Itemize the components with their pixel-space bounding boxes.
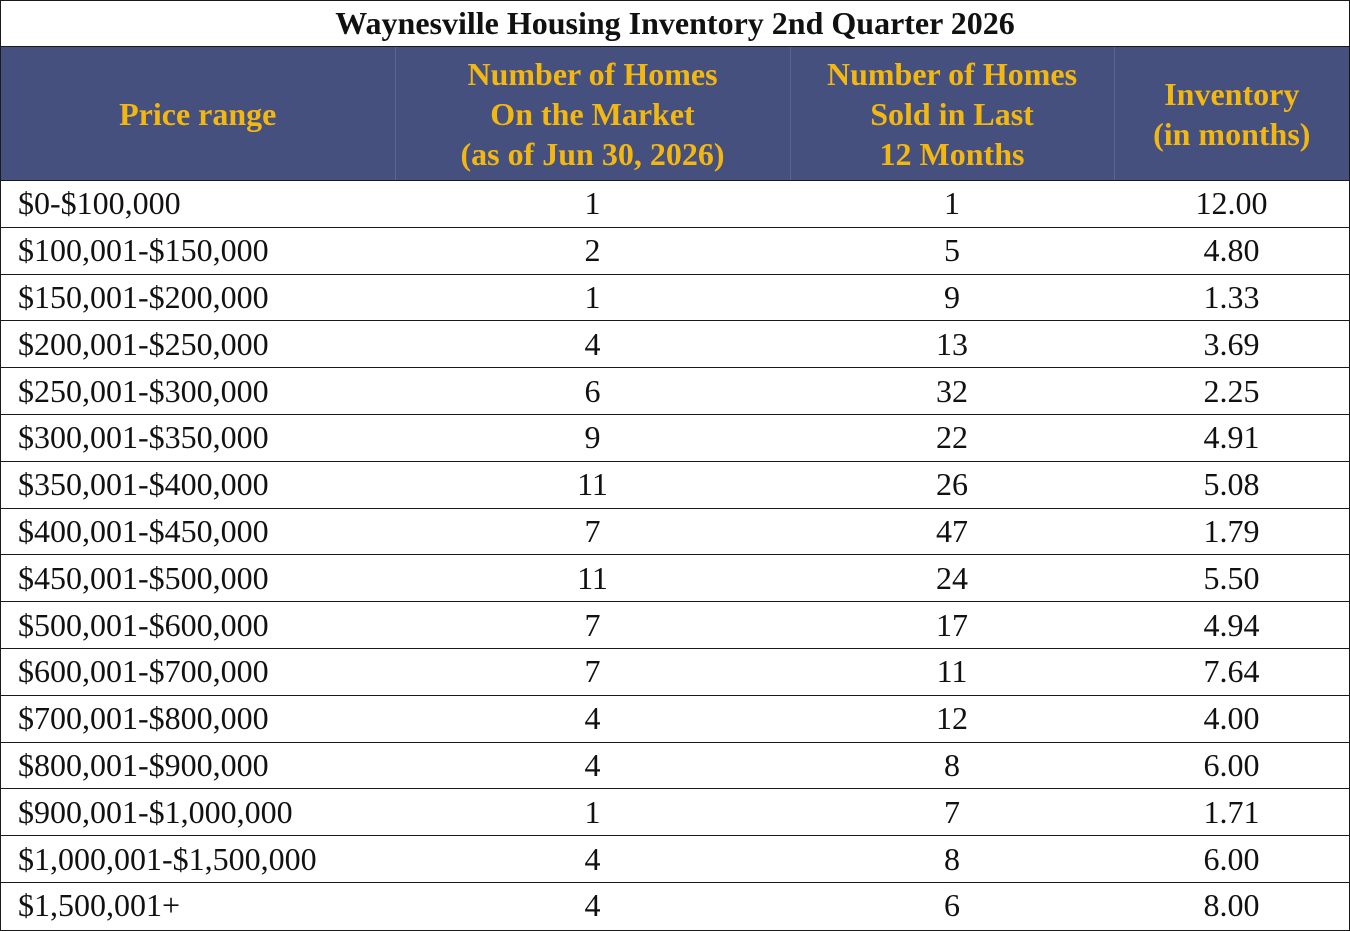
price-range-cell: $250,001-$300,000	[1, 367, 395, 415]
header-sold: Number of Homes Sold in Last 12 Months	[789, 46, 1114, 181]
table-row: $200,001-$250,000 4 13 3.69	[1, 320, 1350, 369]
on-market-cell: 4	[395, 320, 790, 369]
inventory-cell: 6.00	[1114, 835, 1350, 883]
inventory-cell: 1.71	[1114, 788, 1350, 837]
header-price-range: Price range	[1, 46, 395, 181]
on-market-cell: 7	[395, 508, 790, 556]
table-row: $450,001-$500,000 11 24 5.50	[1, 554, 1350, 603]
inventory-cell: 5.08	[1114, 461, 1350, 509]
inventory-cell: 5.50	[1114, 554, 1350, 603]
on-market-cell: 9	[395, 414, 790, 462]
price-range-cell: $400,001-$450,000	[1, 508, 395, 556]
on-market-cell: 7	[395, 648, 790, 696]
table-row: $400,001-$450,000 7 47 1.79	[1, 508, 1350, 556]
header-sold-line-3: 12 Months	[879, 135, 1025, 172]
on-market-cell: 1	[395, 274, 790, 322]
price-range-cell: $500,001-$600,000	[1, 601, 395, 649]
table-row: $300,001-$350,000 9 22 4.91	[1, 414, 1350, 462]
inventory-cell: 1.33	[1114, 274, 1350, 322]
price-range-cell: $700,001-$800,000	[1, 695, 395, 743]
sold-cell: 6	[944, 887, 960, 924]
sold-cell: 11	[790, 648, 1114, 696]
inventory-cell: 3.69	[1114, 320, 1350, 369]
sold-cell: 13	[790, 320, 1114, 369]
header-on-market-line-2: On the Market	[490, 95, 695, 132]
inventory-cell: 4.00	[1114, 695, 1350, 743]
sold-cell: 8	[790, 742, 1114, 790]
on-market-cell: 11	[395, 461, 790, 509]
table-row: $150,001-$200,000 1 9 1.33	[1, 274, 1350, 322]
table-row: $1,000,001-$1,500,000 4 8 6.00	[1, 835, 1350, 883]
sold-cell: 26	[790, 461, 1114, 509]
on-market-cell: 4	[584, 887, 601, 924]
sold-cell: 47	[790, 508, 1114, 556]
table-row: $700,001-$800,000 4 12 4.00	[1, 695, 1350, 743]
title-row: Waynesville Housing Inventory 2nd Quarte…	[1, 1, 1350, 47]
on-market-cell: 4	[395, 742, 790, 790]
header-inventory-line-1: Inventory	[1164, 75, 1300, 112]
sold-cell: 9	[790, 274, 1114, 322]
price-range-cell: $1,000,001-$1,500,000	[1, 835, 395, 883]
header-sold-line-2: Sold in Last	[870, 95, 1034, 132]
header-on-market: Number of Homes On the Market (as of Jun…	[394, 46, 790, 181]
table-row: $500,001-$600,000 7 17 4.94	[1, 601, 1350, 649]
table-body: $0-$100,000 1 1 12.00 $100,001-$150,000 2 5 4.8…	[1, 180, 1350, 929]
table-row: $900,001-$1,000,000 1 7 1.71	[1, 788, 1350, 837]
price-range-cell: $800,001-$900,000	[1, 742, 395, 790]
price-range-cell: $100,001-$150,000	[1, 227, 395, 275]
on-market-cell: 4	[395, 695, 790, 743]
header-inventory: Inventory (in months)	[1113, 46, 1350, 181]
inventory-cell: 1.79	[1114, 508, 1350, 556]
sold-cell: 22	[790, 414, 1114, 462]
inventory-cell: 4.80	[1114, 227, 1350, 275]
inventory-cell: 4.91	[1114, 414, 1350, 462]
header-inventory-line-2: (in months)	[1153, 115, 1311, 152]
sold-cell: 8	[790, 835, 1114, 883]
inventory-cell: 7.64	[1114, 648, 1350, 696]
price-range-cell: $150,001-$200,000	[1, 274, 395, 322]
table-row: $1,500,001+ 4 6 8.00	[1, 882, 1349, 928]
header-price-range-label: Price range	[119, 95, 277, 132]
header-on-market-line-1: Number of Homes	[467, 55, 718, 92]
inventory-cell: 12.00	[1114, 180, 1350, 228]
price-range-cell: $300,001-$350,000	[1, 414, 395, 462]
on-market-cell: 1	[395, 788, 790, 837]
table-row: $600,001-$700,000 7 11 7.64	[1, 648, 1350, 696]
sold-cell: 7	[790, 788, 1114, 837]
on-market-cell: 6	[395, 367, 790, 415]
table-row: $100,001-$150,000 2 5 4.80	[1, 227, 1350, 275]
sold-cell: 32	[790, 367, 1114, 415]
on-market-cell: 4	[395, 835, 790, 883]
header-sold-line-1: Number of Homes	[826, 55, 1078, 92]
sold-cell: 12	[790, 695, 1114, 743]
price-range-cell: $200,001-$250,000	[1, 320, 395, 369]
price-range-cell: $600,001-$700,000	[1, 648, 395, 696]
price-range-cell: $900,001-$1,000,000	[1, 788, 395, 837]
sold-cell: 5	[790, 227, 1114, 275]
price-range-cell: $350,001-$400,000	[1, 461, 395, 509]
table-row: $0-$100,000 1 1 12.00	[1, 180, 1350, 228]
header-on-market-line-3: (as of Jun 30, 2026)	[460, 135, 725, 172]
table-row: $350,001-$400,000 11 26 5.08	[1, 461, 1350, 509]
on-market-cell: 11	[395, 554, 790, 603]
price-range-cell: $1,500,001+	[18, 887, 181, 924]
inventory-cell: 8.00	[1203, 887, 1260, 924]
table-row: $800,001-$900,000 4 8 6.00	[1, 742, 1350, 790]
on-market-cell: 2	[395, 227, 790, 275]
sold-cell: 1	[790, 180, 1114, 228]
table-row: $250,001-$300,000 6 32 2.25	[1, 367, 1350, 415]
inventory-cell: 2.25	[1114, 367, 1350, 415]
inventory-cell: 6.00	[1114, 742, 1350, 790]
sold-cell: 17	[790, 601, 1114, 649]
header-row: Price range Number of Homes On the Marke…	[1, 46, 1350, 181]
table-title: Waynesville Housing Inventory 2nd Quarte…	[1, 1, 1350, 47]
on-market-cell: 1	[395, 180, 790, 228]
on-market-cell: 7	[395, 601, 790, 649]
price-range-cell: $450,001-$500,000	[1, 554, 395, 603]
price-range-cell: $0-$100,000	[1, 180, 395, 228]
sold-cell: 24	[790, 554, 1114, 603]
inventory-cell: 4.94	[1114, 601, 1350, 649]
